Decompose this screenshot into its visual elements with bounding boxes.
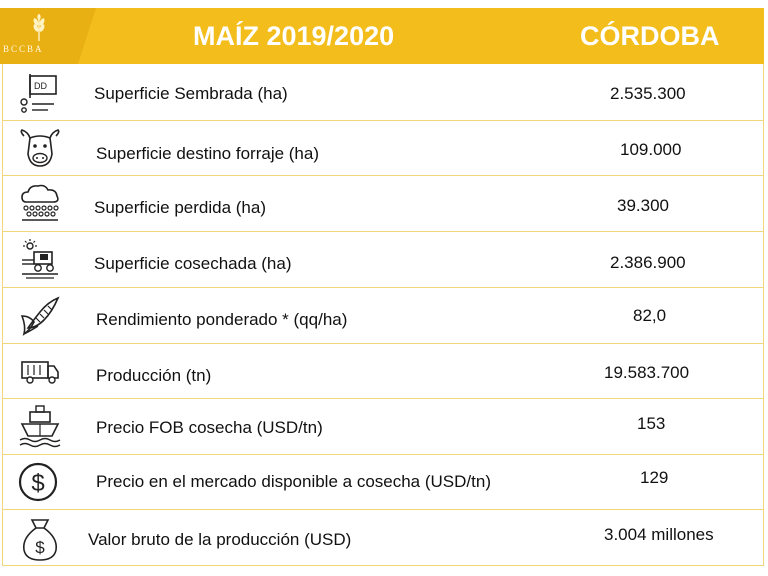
row-value: 82,0: [633, 306, 667, 325]
ship-icon: [19, 405, 61, 448]
row-divider: [2, 343, 764, 344]
row-value: 3.004 millones: [604, 525, 714, 544]
svg-text:DD: DD: [34, 81, 47, 91]
logo-text: BCCBA: [3, 44, 44, 54]
page-title: MAÍZ 2019/2020: [193, 21, 395, 51]
row-label: Superficie cosechada (ha): [94, 254, 292, 273]
row-label: Producción (tn): [96, 366, 212, 385]
corn-icon: [20, 296, 60, 336]
svg-text:$: $: [31, 470, 44, 497]
row-value: 109.000: [620, 140, 682, 159]
row-value: 39.300: [617, 196, 669, 215]
row-divider: [2, 231, 764, 232]
row-divider: [2, 509, 764, 510]
svg-text:$: $: [35, 538, 45, 557]
wheat-icon: [33, 14, 45, 41]
row-label: Superficie perdida (ha): [94, 198, 266, 217]
row-value: 153: [637, 414, 666, 433]
row-divider: [2, 454, 764, 455]
region-title: CÓRDOBA: [580, 21, 720, 51]
row-value: 2.386.900: [610, 253, 686, 272]
dollar-coin-icon: $: [18, 462, 58, 502]
row-value: 129: [640, 468, 669, 487]
row-divider: [2, 565, 764, 566]
row-label: Rendimiento ponderado * (qq/ha): [96, 310, 348, 329]
row-divider: [2, 287, 764, 288]
grid-line-right: [763, 64, 764, 566]
row-divider: [2, 398, 764, 399]
row-divider: [2, 120, 764, 121]
row-value: 19.583.700: [604, 363, 690, 382]
row-label: Valor bruto de la producción (USD): [88, 530, 352, 549]
storm-cloud-icon: [21, 184, 59, 221]
row-label: Superficie destino forraje (ha): [96, 144, 320, 163]
money-bag-icon: $: [22, 519, 58, 561]
planter-icon: DD: [20, 74, 57, 113]
harvester-icon: [22, 239, 58, 279]
row-value: 2.535.300: [610, 84, 686, 103]
row-label: Superficie Sembrada (ha): [94, 84, 288, 103]
logo-diagonal: [78, 8, 96, 64]
row-label: Precio FOB cosecha (USD/tn): [96, 418, 323, 437]
row-label: Precio en el mercado disponible a cosech…: [96, 472, 491, 491]
truck-icon: [21, 361, 59, 384]
row-divider: [2, 175, 764, 176]
grid-line-left: [2, 64, 3, 566]
table-header: [0, 8, 764, 64]
cow-icon: [20, 129, 60, 167]
